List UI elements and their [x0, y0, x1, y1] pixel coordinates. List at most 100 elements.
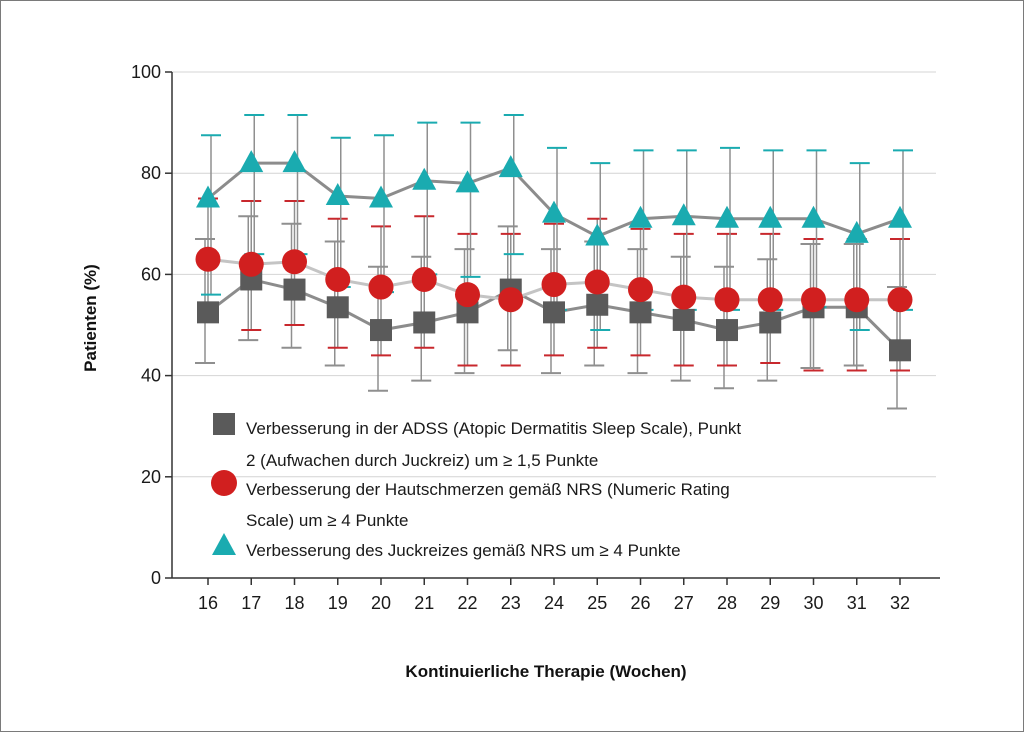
legend: Verbesserung in der ADSS (Atopic Dermati… [211, 413, 741, 560]
data-point-circle [282, 249, 307, 275]
data-point-square [716, 319, 738, 342]
x-axis-title: Kontinuierliche Therapie (Wochen) [405, 662, 686, 681]
y-tick-label: 100 [131, 62, 161, 82]
y-tick-label: 0 [151, 568, 161, 588]
x-tick-label: 30 [803, 593, 823, 613]
legend-label: Scale) um ≥ 4 Punkte [246, 511, 408, 530]
x-tick-label: 29 [760, 593, 780, 613]
data-point-circle [584, 269, 610, 295]
data-point-square [326, 296, 349, 319]
data-point-triangle [628, 205, 653, 228]
x-tick-label: 22 [457, 593, 477, 613]
legend-label: Verbesserung der Hautschmerzen gemäß NRS… [246, 480, 730, 499]
data-point-circle [455, 282, 480, 308]
x-tick-label: 23 [501, 593, 521, 613]
error-bar-triangle [417, 121, 438, 276]
x-tick-label: 25 [587, 593, 607, 613]
data-point-square [283, 278, 306, 301]
data-point-circle [801, 287, 826, 313]
legend-label: Verbesserung des Juckreizes gemäß NRS um… [246, 541, 681, 560]
data-point-circle [887, 287, 913, 313]
y-axis-title: Patienten (%) [81, 264, 100, 372]
legend-label: Verbesserung in der ADSS (Atopic Dermati… [246, 419, 741, 438]
error-bar-triangle [763, 149, 784, 311]
data-point-square [413, 311, 436, 334]
data-point-triangle [455, 170, 480, 193]
x-tick-label: 21 [414, 593, 434, 613]
legend-marker-triangle [212, 533, 236, 555]
data-point-circle [325, 266, 351, 292]
data-point-triangle [282, 150, 307, 173]
x-tick-label: 20 [371, 593, 391, 613]
legend-marker-circle [211, 470, 237, 496]
error-bar-triangle [893, 149, 913, 311]
data-point-triangle [844, 220, 869, 243]
series-markers [195, 150, 913, 362]
data-point-circle [671, 284, 697, 310]
data-point-triangle [369, 185, 393, 208]
error-bar-triangle [244, 114, 265, 256]
legend-item-square: Verbesserung in der ADSS (Atopic Dermati… [213, 413, 741, 470]
data-point-triangle [196, 185, 220, 208]
x-tick-label: 19 [328, 593, 348, 613]
x-tick-label: 17 [241, 593, 261, 613]
x-tick-label: 24 [544, 593, 564, 613]
y-axis-ticks: 0 20 40 60 80 100 [131, 62, 172, 588]
data-point-square [543, 301, 565, 324]
data-point-triangle [758, 205, 783, 228]
legend-marker-square [213, 413, 235, 435]
data-point-square [759, 311, 782, 334]
error-bar-triangle [503, 114, 524, 256]
data-point-circle [757, 287, 783, 313]
x-tick-label: 32 [890, 593, 910, 613]
data-point-square [629, 301, 652, 324]
error-bar-triangle [806, 149, 827, 309]
legend-item-triangle: Verbesserung des Juckreizes gemäß NRS um… [212, 533, 681, 560]
x-tick-label: 27 [674, 593, 694, 613]
data-point-circle [628, 277, 653, 303]
data-point-triangle [498, 155, 523, 178]
data-point-circle [411, 266, 437, 292]
error-bar-triangle [460, 121, 481, 278]
data-point-triangle [801, 205, 826, 228]
data-point-square [456, 301, 479, 324]
error-bar-triangle [287, 114, 308, 256]
data-point-circle [195, 246, 221, 272]
data-point-circle [541, 272, 567, 298]
data-point-triangle [542, 200, 566, 223]
data-point-triangle [585, 223, 610, 246]
data-point-triangle [715, 205, 739, 228]
x-axis-ticks: 16 17 18 19 20 21 22 23 24 25 26 27 28 29 30 31 32 [198, 578, 910, 613]
error-bar-triangle [374, 134, 394, 294]
data-point-square [672, 308, 695, 331]
data-point-circle [844, 287, 870, 313]
data-point-triangle [325, 182, 350, 205]
x-tick-label: 26 [630, 593, 650, 613]
data-point-square [197, 301, 219, 324]
data-point-triangle [888, 205, 912, 228]
data-point-square [889, 339, 911, 362]
x-tick-label: 16 [198, 593, 218, 613]
legend-label: 2 (Aufwachen durch Juckreiz) um ≥ 1,5 Pu… [246, 451, 598, 470]
data-point-circle [714, 287, 740, 313]
y-tick-label: 20 [141, 467, 161, 487]
data-point-triangle [671, 203, 696, 226]
data-point-circle [238, 251, 264, 277]
y-tick-label: 80 [141, 163, 161, 183]
error-bar-triangle [330, 136, 351, 289]
axes [171, 72, 940, 579]
data-point-square [586, 293, 609, 316]
error-bar-triangle [720, 146, 740, 311]
legend-item-circle: Verbesserung der Hautschmerzen gemäß NRS… [211, 470, 730, 530]
data-point-triangle [412, 167, 437, 190]
data-point-circle [498, 287, 524, 313]
data-point-circle [368, 274, 394, 300]
y-tick-label: 40 [141, 366, 161, 386]
data-point-triangle [239, 150, 264, 173]
x-tick-label: 28 [717, 593, 737, 613]
x-tick-label: 18 [284, 593, 304, 613]
x-tick-label: 31 [847, 593, 867, 613]
y-tick-label: 60 [141, 264, 161, 284]
data-point-square [370, 319, 392, 342]
